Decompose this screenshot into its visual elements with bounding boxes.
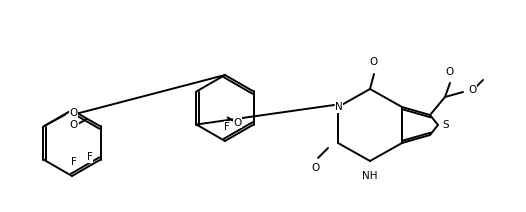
Text: O: O xyxy=(446,67,454,77)
Text: O: O xyxy=(70,120,78,130)
Text: F: F xyxy=(224,122,230,132)
Text: S: S xyxy=(443,120,449,130)
Text: NH: NH xyxy=(362,171,378,181)
Text: O: O xyxy=(468,85,476,95)
Text: O: O xyxy=(370,57,378,67)
Text: O: O xyxy=(312,163,320,173)
Text: O: O xyxy=(234,117,241,127)
Text: N: N xyxy=(335,102,343,112)
Text: O: O xyxy=(69,109,77,119)
Text: F: F xyxy=(71,157,77,167)
Text: O: O xyxy=(69,109,77,119)
Text: F: F xyxy=(87,152,93,163)
